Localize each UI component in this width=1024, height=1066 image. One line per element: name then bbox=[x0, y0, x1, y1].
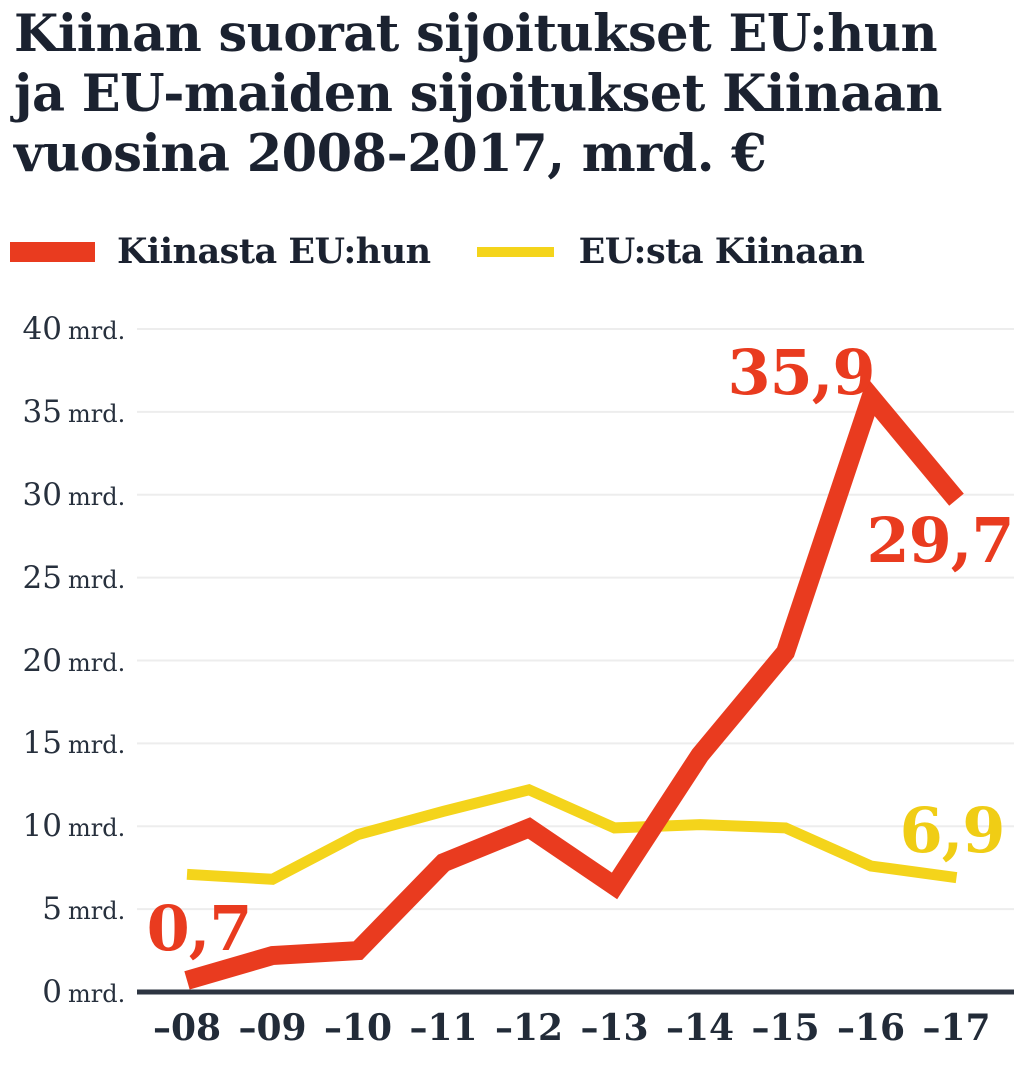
x-tick-label: –11 bbox=[409, 1007, 478, 1049]
y-tick-label: 30 mrd. bbox=[18, 476, 148, 514]
x-tick-label: –17 bbox=[922, 1007, 991, 1049]
y-tick-value: 15 bbox=[22, 725, 62, 762]
y-tick-unit: mrd. bbox=[68, 399, 126, 428]
y-tick-unit: mrd. bbox=[68, 565, 126, 594]
y-tick-label: 35 mrd. bbox=[18, 393, 148, 431]
x-tick-label: –13 bbox=[580, 1007, 649, 1049]
y-tick-value: 35 bbox=[22, 393, 62, 430]
y-tick-unit: mrd. bbox=[68, 317, 126, 345]
x-tick-label: –09 bbox=[238, 1007, 307, 1049]
x-tick-label: –15 bbox=[751, 1007, 820, 1049]
y-tick-label: 0 mrd. bbox=[18, 973, 148, 1011]
y-tick-value: 10 bbox=[22, 808, 62, 845]
y-tick-value: 30 bbox=[22, 476, 62, 513]
legend-label-china-to-eu: Kiinasta EU:hun bbox=[117, 231, 431, 272]
legend: Kiinasta EU:hun EU:sta Kiinaan bbox=[10, 231, 865, 272]
y-tick-value: 20 bbox=[22, 642, 62, 679]
title-line-2: ja EU-maiden sijoitukset Kiinaan bbox=[14, 64, 942, 124]
x-tick-label: –12 bbox=[494, 1007, 564, 1049]
y-tick-unit: mrd. bbox=[68, 482, 126, 511]
y-tick-value: 25 bbox=[22, 559, 62, 596]
y-tick-unit: mrd. bbox=[68, 648, 126, 677]
y-tick-label: 5 mrd. bbox=[18, 890, 148, 928]
y-tick-unit: mrd. bbox=[68, 731, 126, 760]
y-tick-label: 40 mrd. bbox=[18, 310, 148, 348]
y-tick-label: 25 mrd. bbox=[18, 559, 148, 597]
chart-title: Kiinan suorat sijoitukset EU:hun ja EU-m… bbox=[14, 4, 1014, 184]
y-tick-label: 15 mrd. bbox=[18, 724, 148, 762]
x-tick-label: –16 bbox=[836, 1007, 906, 1049]
y-tick-unit: mrd. bbox=[68, 980, 126, 1008]
title-line-1: Kiinan suorat sijoitukset EU:hun bbox=[14, 4, 938, 64]
y-tick-value: 5 bbox=[42, 891, 62, 928]
legend-label-eu-to-china: EU:sta Kiinaan bbox=[578, 231, 865, 272]
x-tick-label: –14 bbox=[665, 1007, 735, 1049]
y-tick-label: 10 mrd. bbox=[18, 807, 148, 845]
y-tick-unit: mrd. bbox=[68, 897, 126, 926]
data-label-2008-china-to-eu: 0,7 bbox=[146, 892, 253, 965]
y-tick-label: 20 mrd. bbox=[18, 642, 148, 680]
data-label-2016-china-to-eu: 35,9 bbox=[727, 336, 875, 409]
y-tick-unit: mrd. bbox=[68, 814, 126, 843]
gridlines bbox=[137, 328, 1014, 911]
title-line-3: vuosina 2008-2017, mrd. € bbox=[14, 124, 767, 184]
x-tick-label: –08 bbox=[152, 1007, 222, 1049]
legend-swatch-eu-to-china bbox=[476, 247, 554, 257]
y-tick-value: 0 bbox=[42, 974, 62, 1010]
china-to-eu-line bbox=[184, 377, 964, 990]
legend-swatch-china-to-eu bbox=[10, 242, 95, 262]
data-label-2017-eu-to-china: 6,9 bbox=[899, 794, 1006, 867]
y-tick-value: 40 bbox=[22, 311, 62, 347]
data-label-2017-china-to-eu: 29,7 bbox=[866, 504, 1014, 577]
x-tick-label: –10 bbox=[323, 1007, 393, 1049]
eu-to-china-line bbox=[186, 783, 958, 885]
